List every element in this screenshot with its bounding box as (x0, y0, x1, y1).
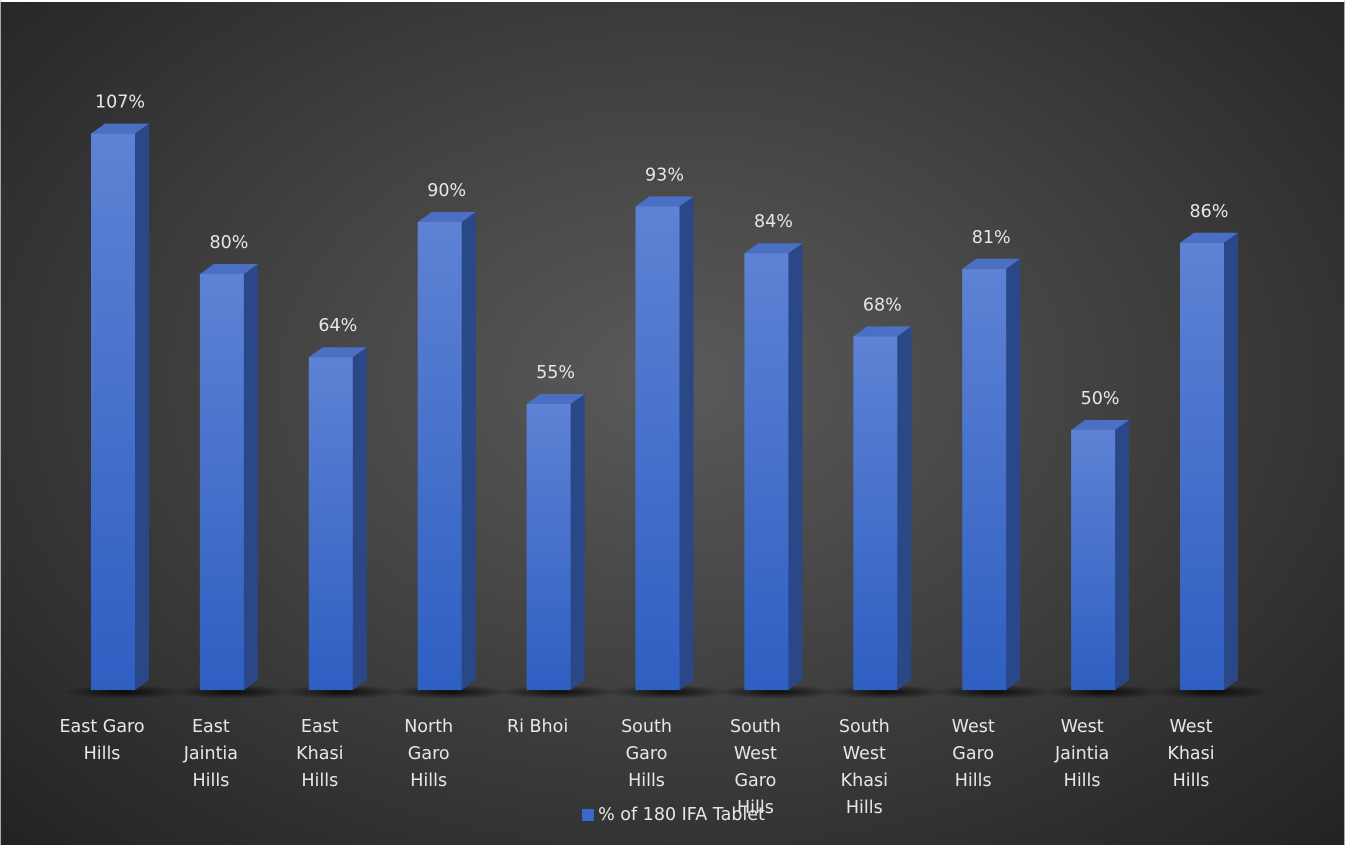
bar-front (853, 336, 898, 690)
bar-front (417, 222, 462, 690)
bar (1071, 420, 1130, 690)
bar-top (853, 326, 912, 337)
x-tick-label: West Jaintia Hills (1054, 717, 1110, 791)
legend-swatch (582, 809, 595, 821)
x-tick-label: East Jaintia Hills (183, 717, 239, 791)
bar (853, 326, 912, 690)
bar-side (135, 123, 149, 691)
value-label: 90% (427, 181, 466, 201)
value-label: 80% (209, 233, 248, 253)
bar-top (962, 258, 1021, 269)
bar-front (962, 268, 1007, 690)
value-label: 93% (645, 165, 684, 185)
bar-side (1224, 232, 1238, 691)
bar (962, 258, 1021, 690)
x-tick-label: North Garo Hills (404, 717, 454, 791)
bar-top (308, 347, 367, 358)
bar-top (1071, 420, 1130, 430)
value-label: 86% (1190, 202, 1229, 222)
bar-front (1071, 430, 1116, 690)
legend-label: % of 180 IFA Tablet (598, 805, 765, 825)
bar (199, 264, 258, 690)
bar-side (1115, 420, 1130, 690)
value-label: 84% (754, 212, 793, 232)
bar (635, 196, 694, 690)
value-label: 68% (863, 295, 902, 315)
bar-top (91, 123, 149, 134)
x-tick-label: South West Khasi Hills (838, 717, 890, 818)
bar-front (744, 253, 789, 690)
bar-top (635, 196, 694, 207)
bar-front (635, 206, 680, 690)
bar-side (352, 347, 367, 690)
bar (417, 212, 476, 690)
bar-front (91, 133, 135, 691)
x-tick-label: East Garo Hills (59, 717, 145, 764)
bar-top (744, 243, 803, 254)
bar-top (526, 394, 585, 404)
bar-front (1180, 242, 1224, 691)
bar-side (461, 212, 476, 690)
value-label: 107% (95, 93, 145, 113)
bar-front (308, 357, 353, 690)
bar (91, 123, 149, 691)
value-label: 64% (318, 316, 357, 336)
bar-top (417, 212, 476, 222)
bar-side (1006, 258, 1021, 690)
value-label: 55% (536, 363, 575, 383)
legend: % of 180 IFA Tablet (1, 805, 1345, 825)
bar-side (570, 394, 585, 690)
x-tick-label: Ri Bhoi (506, 717, 569, 737)
bar-side (897, 326, 912, 690)
bar-side (788, 243, 803, 690)
value-label: 81% (972, 228, 1011, 248)
x-tick-label: West Garo Hills (951, 717, 995, 791)
bar (744, 243, 803, 690)
x-tick-label: South Garo Hills (621, 717, 672, 791)
bar (526, 394, 585, 690)
bar-top (1180, 232, 1238, 243)
value-label: 50% (1081, 389, 1120, 409)
bar-side (679, 196, 694, 690)
bar-front (526, 404, 571, 690)
bar (308, 347, 367, 690)
bar-front (199, 274, 244, 690)
x-tick-label: West Khasi Hills (1167, 717, 1215, 791)
x-tick-label: South West Garo Hills (729, 717, 781, 818)
x-tick-label: East Khasi Hills (296, 717, 344, 791)
bar (1180, 232, 1238, 691)
bar-top (199, 264, 258, 274)
bar-side (243, 264, 258, 690)
